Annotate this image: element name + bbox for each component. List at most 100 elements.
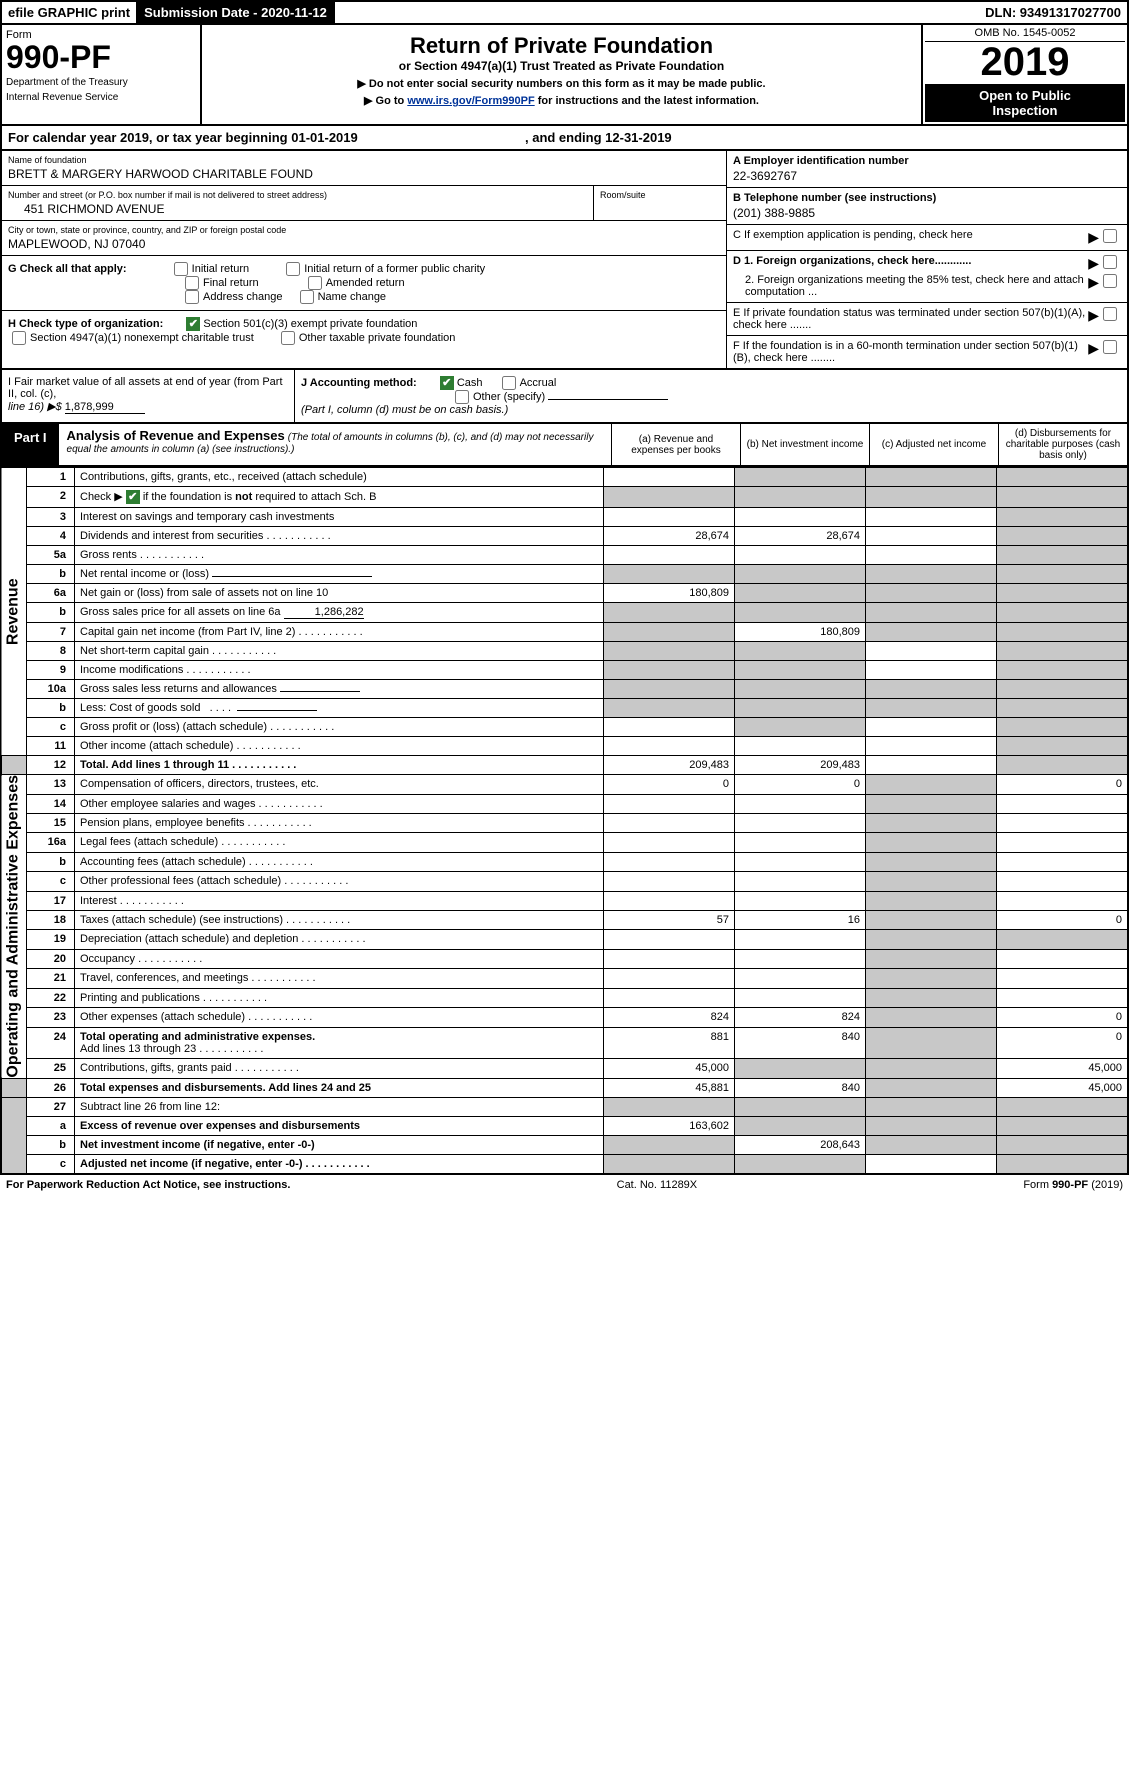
f-label: F If the foundation is in a 60-month ter… [733, 340, 1088, 364]
check-501c3[interactable]: ✔ [186, 317, 200, 331]
dept-irs: Internal Revenue Service [6, 92, 196, 103]
c-label: C If exemption application is pending, c… [733, 229, 1088, 241]
row-25: Contributions, gifts, grants paid [75, 1059, 604, 1078]
row-27a: Excess of revenue over expenses and disb… [75, 1116, 604, 1135]
check-amended[interactable] [308, 276, 322, 290]
row-19: Depreciation (attach schedule) and deple… [75, 930, 604, 949]
form-subtitle: or Section 4947(a)(1) Trust Treated as P… [206, 59, 917, 73]
city-state-zip: MAPLEWOOD, NJ 07040 [8, 237, 720, 251]
check-sch-b[interactable]: ✔ [126, 490, 140, 504]
row-27b: Net investment income (if negative, ente… [75, 1135, 604, 1154]
part1-title: Analysis of Revenue and Expenses [67, 428, 285, 443]
check-initial-public[interactable] [286, 262, 300, 276]
form-header: Form 990-PF Department of the Treasury I… [0, 25, 1129, 126]
row-15: Pension plans, employee benefits [75, 813, 604, 832]
entity-info: Name of foundation BRETT & MARGERY HARWO… [0, 151, 1129, 370]
paperwork-notice: For Paperwork Reduction Act Notice, see … [6, 1179, 290, 1191]
check-address-change[interactable] [185, 290, 199, 304]
col-b-header: (b) Net investment income [740, 424, 869, 465]
row-21: Travel, conferences, and meetings [75, 969, 604, 988]
row-16b: Accounting fees (attach schedule) [75, 852, 604, 871]
header-center: Return of Private Foundation or Section … [202, 25, 923, 124]
check-e[interactable] [1103, 307, 1117, 321]
check-c[interactable] [1103, 229, 1117, 243]
row-22: Printing and publications [75, 988, 604, 1007]
d1-label: D 1. Foreign organizations, check here..… [733, 255, 1088, 272]
row-10a: Gross sales less returns and allowances [75, 680, 604, 699]
row-6b: Gross sales price for all assets on line… [75, 603, 604, 623]
top-bar: efile GRAPHIC print Submission Date - 20… [0, 0, 1129, 25]
check-name-change[interactable] [300, 290, 314, 304]
row-16a: Legal fees (attach schedule) [75, 833, 604, 852]
row-10b: Less: Cost of goods sold . . . . [75, 699, 604, 718]
row-8: Net short-term capital gain [75, 642, 604, 661]
row-16c: Other professional fees (attach schedule… [75, 872, 604, 891]
street-address: 451 RICHMOND AVENUE [8, 202, 587, 216]
e-label: E If private foundation status was termi… [733, 307, 1088, 331]
check-other-taxable[interactable] [281, 331, 295, 345]
check-f[interactable] [1103, 340, 1117, 354]
section-i-j: I Fair market value of all assets at end… [0, 370, 1129, 424]
part1-table: Revenue 1 Contributions, gifts, grants, … [0, 467, 1129, 1175]
check-accrual[interactable] [502, 376, 516, 390]
row-13: Compensation of officers, directors, tru… [75, 775, 604, 794]
irs-link[interactable]: www.irs.gov/Form990PF [407, 95, 534, 107]
room-label: Room/suite [600, 190, 720, 200]
city-label: City or town, state or province, country… [8, 225, 720, 235]
row-27c: Adjusted net income (if negative, enter … [75, 1154, 604, 1174]
row-27: Subtract line 26 from line 12: [75, 1097, 604, 1116]
revenue-sidelabel: Revenue [1, 468, 27, 756]
form-title: Return of Private Foundation [206, 33, 917, 59]
row-17: Interest [75, 891, 604, 910]
calendar-year-line: For calendar year 2019, or tax year begi… [0, 126, 1129, 151]
section-g: G Check all that apply: Initial return I… [2, 256, 726, 311]
row-9: Income modifications [75, 661, 604, 680]
check-initial-return[interactable] [174, 262, 188, 276]
dept-treasury: Department of the Treasury [6, 77, 196, 88]
check-other-method[interactable] [455, 390, 469, 404]
name-label: Name of foundation [8, 155, 720, 165]
submission-date: Submission Date - 2020-11-12 [138, 2, 335, 23]
row-18: Taxes (attach schedule) (see instruction… [75, 911, 604, 930]
part1-header: Part I Analysis of Revenue and Expenses … [0, 424, 1129, 467]
expenses-sidelabel: Operating and Administrative Expenses [1, 775, 27, 1079]
j-note: (Part I, column (d) must be on cash basi… [301, 404, 508, 416]
j-label: J Accounting method: [301, 377, 417, 389]
check-d1[interactable] [1103, 255, 1117, 269]
row-5a: Gross rents [75, 546, 604, 565]
col-d-header: (d) Disbursements for charitable purpose… [998, 424, 1127, 465]
header-left: Form 990-PF Department of the Treasury I… [2, 25, 202, 124]
catalog-number: Cat. No. 11289X [617, 1179, 698, 1191]
tax-year: 2019 [925, 42, 1125, 82]
header-right: OMB No. 1545-0052 2019 Open to Public In… [923, 25, 1127, 124]
form-ref: Form 990-PF (2019) [1023, 1179, 1123, 1191]
i-label: I Fair market value of all assets at end… [8, 376, 283, 400]
row-7: Capital gain net income (from Part IV, l… [75, 623, 604, 642]
col-a-header: (a) Revenue and expenses per books [611, 424, 740, 465]
ein: 22-3692767 [733, 169, 1121, 183]
form-number: 990-PF [6, 41, 196, 73]
row-26: Total expenses and disbursements. Add li… [75, 1078, 604, 1097]
d2-label: 2. Foreign organizations meeting the 85%… [733, 274, 1088, 298]
note-ssn: ▶ Do not enter social security numbers o… [206, 77, 917, 90]
arrow-icon: ▶ [1088, 229, 1099, 246]
row-11: Other income (attach schedule) [75, 737, 604, 756]
col-c-header: (c) Adjusted net income [869, 424, 998, 465]
row-23: Other expenses (attach schedule) [75, 1008, 604, 1027]
row-24: Total operating and administrative expen… [75, 1027, 604, 1059]
phone: (201) 388-9885 [733, 206, 1121, 220]
row-14: Other employee salaries and wages [75, 794, 604, 813]
efile-label: efile GRAPHIC print [2, 2, 138, 23]
check-cash[interactable]: ✔ [440, 376, 454, 390]
dln: DLN: 93491317027700 [335, 2, 1127, 23]
row-20: Occupancy [75, 949, 604, 968]
check-final-return[interactable] [185, 276, 199, 290]
row-10c: Gross profit or (loss) (attach schedule) [75, 718, 604, 737]
row-2: Check ▶ ✔ if the foundation is not requi… [75, 487, 604, 508]
check-4947[interactable] [12, 331, 26, 345]
section-h: H Check type of organization: ✔ Section … [2, 311, 726, 351]
check-d2[interactable] [1103, 274, 1117, 288]
note-link: ▶ Go to www.irs.gov/Form990PF for instru… [206, 94, 917, 107]
row-6a: Net gain or (loss) from sale of assets n… [75, 584, 604, 603]
row-1: Contributions, gifts, grants, etc., rece… [75, 468, 604, 487]
